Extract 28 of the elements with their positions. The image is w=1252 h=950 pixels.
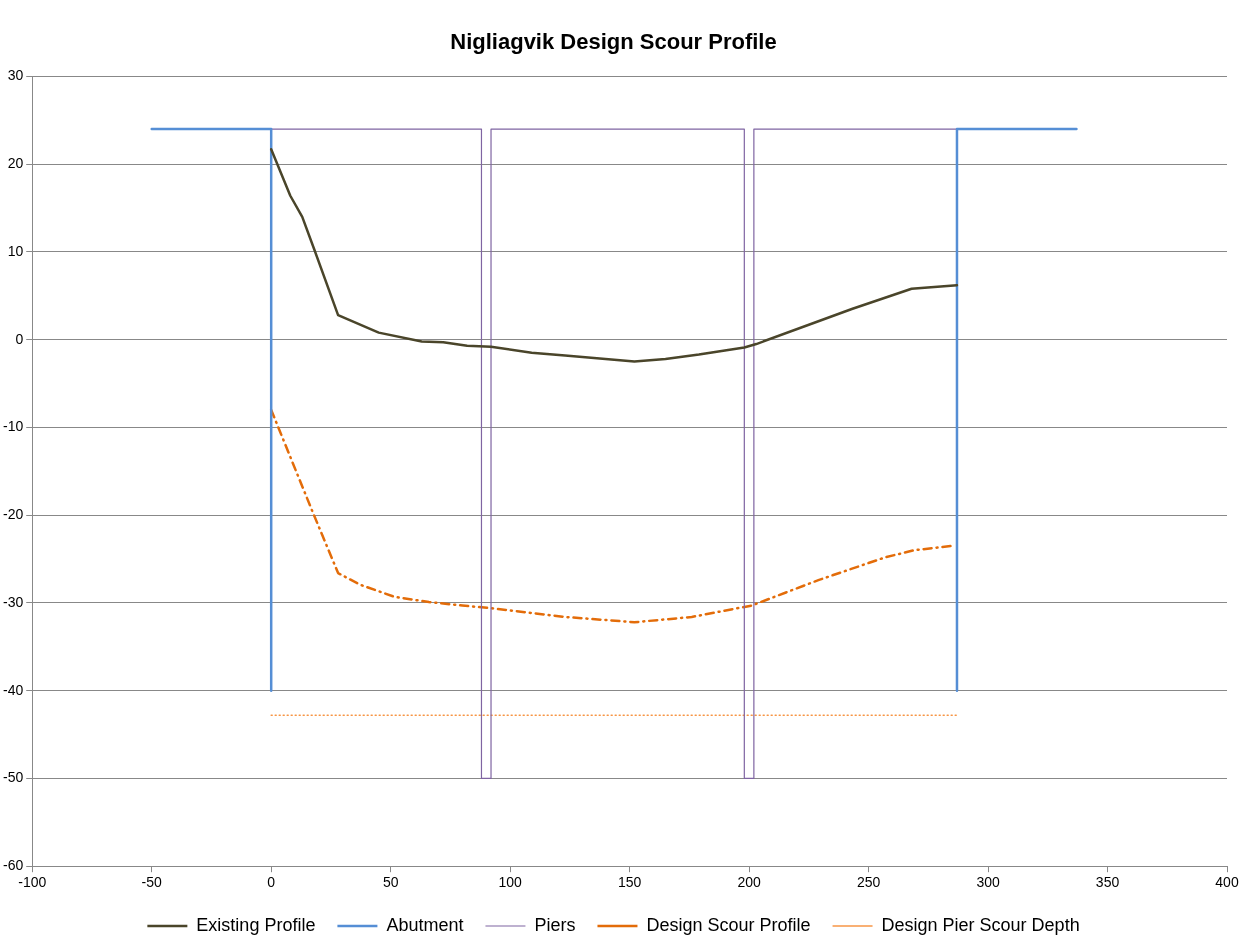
y-tick-label: -50 xyxy=(3,769,24,786)
x-tick-label: 200 xyxy=(737,874,761,891)
x-tick-label: 400 xyxy=(1215,874,1239,891)
legend-label: Design Scour Profile xyxy=(646,914,811,935)
x-tick-label: 150 xyxy=(617,874,642,891)
legend-label: Existing Profile xyxy=(196,914,316,935)
x-tick-label: -50 xyxy=(141,874,163,891)
x-tick-label: 300 xyxy=(976,874,1000,891)
x-tick-label: 50 xyxy=(382,874,399,891)
y-tick-label: -40 xyxy=(3,681,24,698)
x-tick-label: 250 xyxy=(856,874,881,891)
legend-label: Design Pier Scour Depth xyxy=(881,914,1080,935)
line-series xyxy=(269,408,954,624)
y-tick-label: 10 xyxy=(7,242,24,259)
legend-label: Piers xyxy=(534,914,576,935)
y-tick-label: -60 xyxy=(3,857,24,874)
y-tick-label: 0 xyxy=(15,330,24,347)
y-tick-label: -10 xyxy=(3,418,24,435)
y-tick-label: 20 xyxy=(7,155,24,172)
legend-label: Abutment xyxy=(386,914,464,935)
chart-title: Nigliagvik Design Scour Profile xyxy=(450,29,777,55)
x-tick-label: -100 xyxy=(18,874,47,891)
y-tick-label: 30 xyxy=(7,67,24,84)
y-tick-label: -30 xyxy=(3,593,24,610)
x-tick-label: 100 xyxy=(498,874,523,891)
x-tick-label: 350 xyxy=(1095,874,1120,891)
y-tick-label: -20 xyxy=(3,506,24,523)
x-tick-label: 0 xyxy=(267,874,276,891)
